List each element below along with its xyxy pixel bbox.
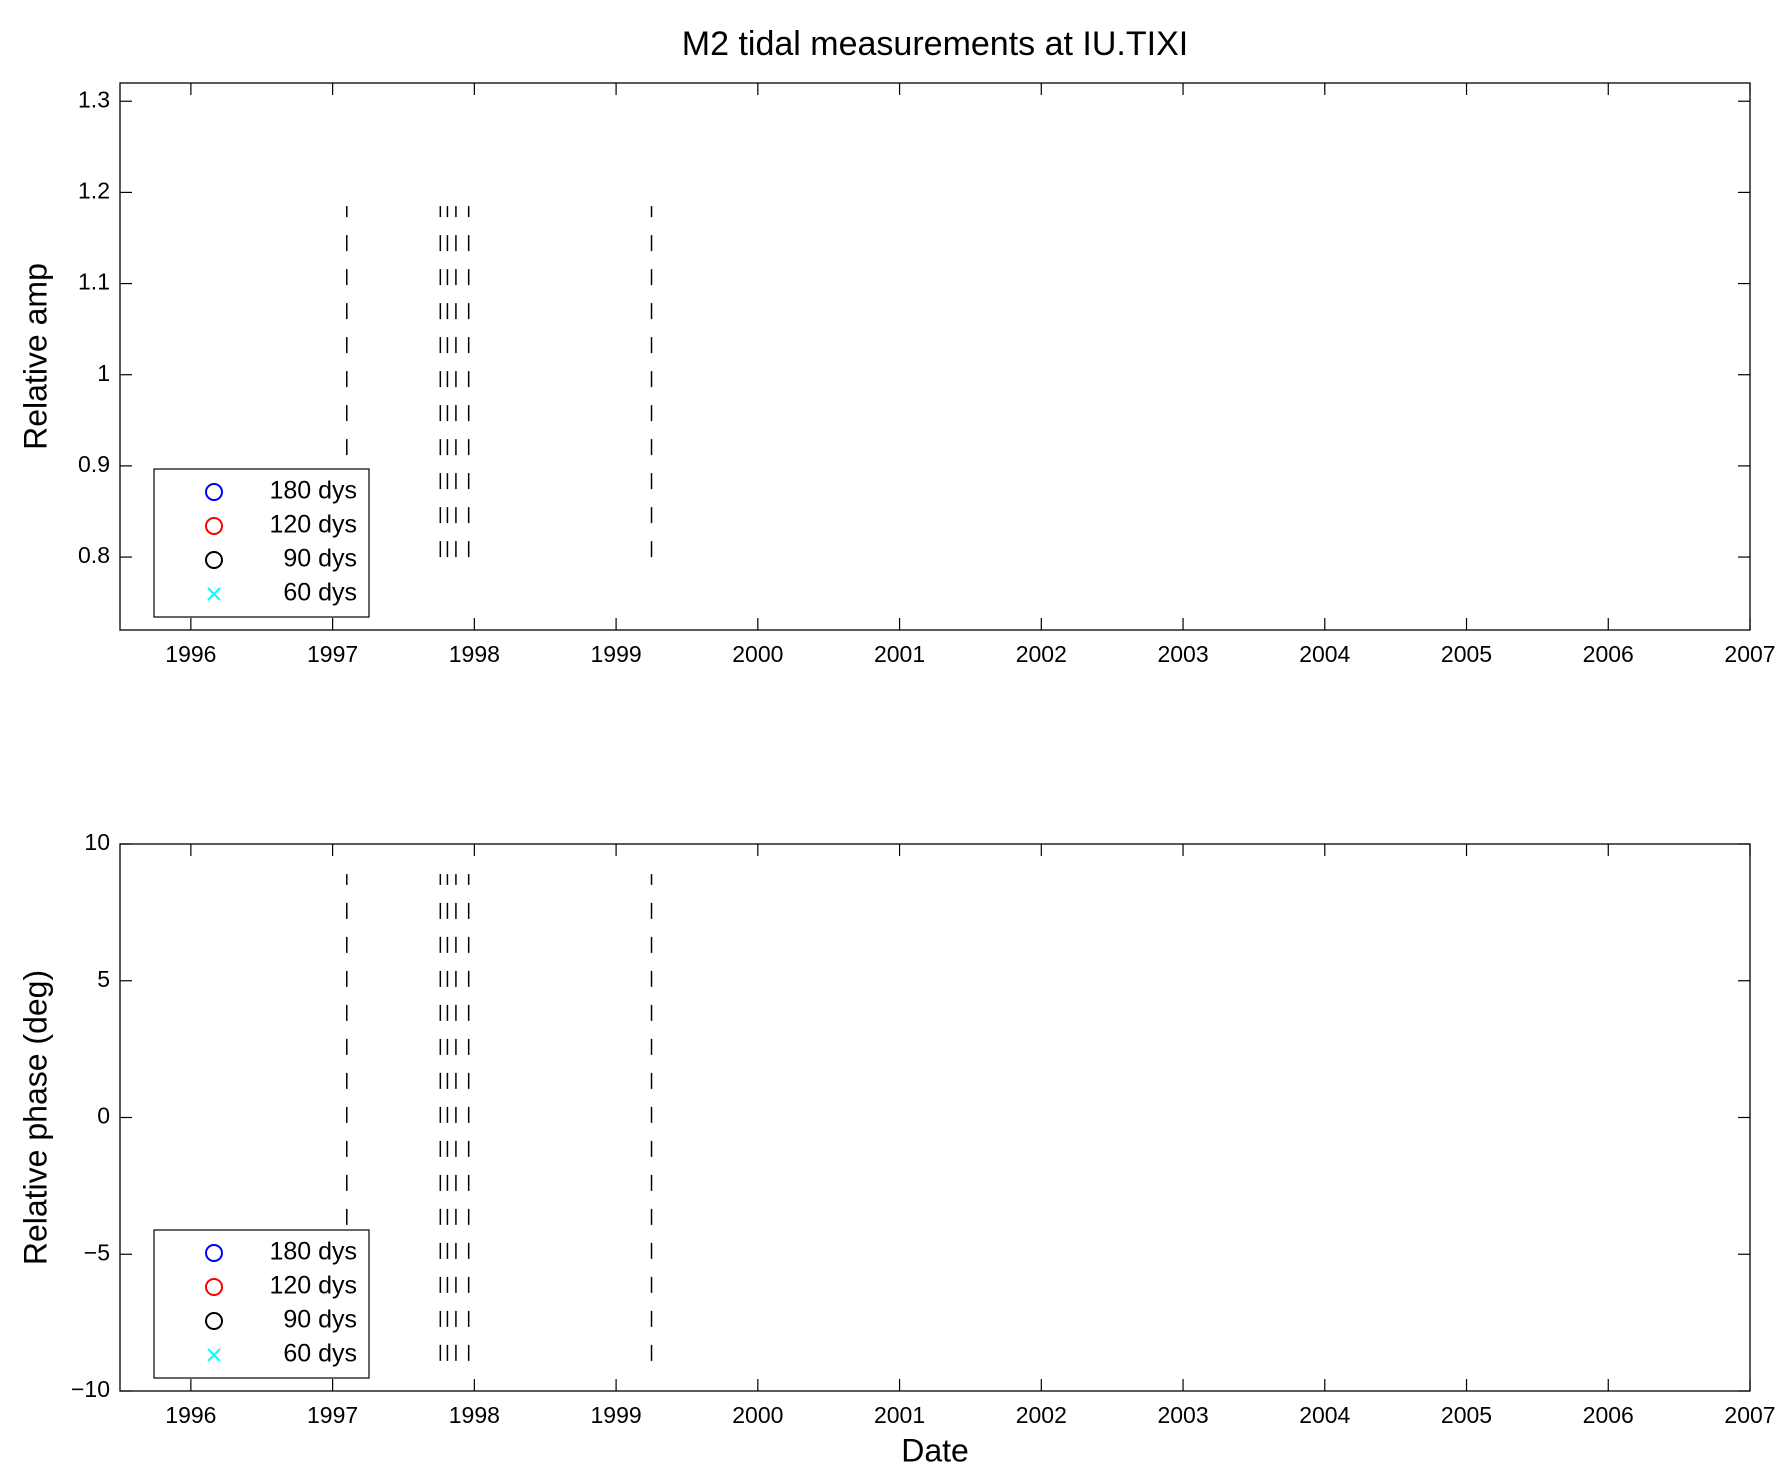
y-tick-label: 1.1 bbox=[78, 269, 110, 295]
x-tick-label: 2001 bbox=[874, 1402, 925, 1428]
x-tick-label: 2004 bbox=[1299, 641, 1350, 667]
x-tick-label: 2004 bbox=[1299, 1402, 1350, 1428]
legend-label: 120 dys bbox=[269, 1272, 357, 1300]
x-tick-label: 2005 bbox=[1441, 641, 1492, 667]
x-tick-label: 2003 bbox=[1157, 1402, 1208, 1428]
legend-marker bbox=[205, 517, 223, 535]
legend-marker bbox=[205, 483, 223, 501]
legend-label: 180 dys bbox=[269, 477, 357, 505]
x-tick-label: 2002 bbox=[1016, 641, 1067, 667]
x-tick-label: 2001 bbox=[874, 641, 925, 667]
y-tick-label: −5 bbox=[84, 1239, 110, 1265]
legend-marker bbox=[205, 1244, 223, 1262]
legend-marker bbox=[205, 551, 223, 569]
legend-marker bbox=[205, 1278, 223, 1296]
x-tick-label: 1998 bbox=[449, 1402, 500, 1428]
y-axis-label: Relative amp bbox=[17, 263, 53, 450]
legend-label: 180 dys bbox=[269, 1238, 357, 1266]
legend-marker bbox=[205, 1312, 223, 1330]
x-axis-label: Date bbox=[901, 1432, 969, 1468]
x-tick-label: 2007 bbox=[1724, 1402, 1775, 1428]
chart-title: M2 tidal measurements at IU.TIXI bbox=[682, 25, 1188, 63]
y-tick-label: 1.3 bbox=[78, 86, 110, 112]
legend-label: 90 dys bbox=[283, 1306, 357, 1334]
x-tick-label: 1996 bbox=[165, 1402, 216, 1428]
y-tick-label: −10 bbox=[71, 1376, 110, 1402]
x-tick-label: 2000 bbox=[732, 1402, 783, 1428]
x-tick-label: 1997 bbox=[307, 1402, 358, 1428]
legend-marker bbox=[207, 1348, 221, 1362]
legend-marker bbox=[207, 587, 221, 601]
y-tick-label: 5 bbox=[97, 966, 110, 992]
x-tick-label: 1998 bbox=[449, 641, 500, 667]
y-tick-label: 1 bbox=[97, 360, 110, 386]
x-tick-label: 1999 bbox=[591, 1402, 642, 1428]
y-tick-label: 10 bbox=[84, 829, 110, 855]
x-tick-label: 2005 bbox=[1441, 1402, 1492, 1428]
x-tick-label: 2003 bbox=[1157, 641, 1208, 667]
x-tick-label: 2000 bbox=[732, 641, 783, 667]
x-tick-label: 2002 bbox=[1016, 1402, 1067, 1428]
x-tick-label: 2006 bbox=[1583, 1402, 1634, 1428]
legend-box bbox=[153, 1229, 370, 1379]
x-tick-label: 1997 bbox=[307, 641, 358, 667]
legend-label: 120 dys bbox=[269, 511, 357, 539]
x-tick-label: 1999 bbox=[591, 641, 642, 667]
x-tick-label: 2006 bbox=[1583, 641, 1634, 667]
y-tick-label: 0 bbox=[97, 1103, 110, 1129]
y-tick-label: 0.9 bbox=[78, 451, 110, 477]
y-tick-label: 0.8 bbox=[78, 542, 110, 568]
y-tick-label: 1.2 bbox=[78, 177, 110, 203]
legend-label: 90 dys bbox=[283, 545, 357, 573]
legend-box bbox=[153, 468, 370, 618]
y-axis-label: Relative phase (deg) bbox=[17, 970, 53, 1265]
legend-label: 60 dys bbox=[283, 1340, 357, 1368]
plot-frame bbox=[119, 82, 1751, 631]
legend-label: 60 dys bbox=[283, 579, 357, 607]
x-tick-label: 2007 bbox=[1724, 641, 1775, 667]
x-tick-label: 1996 bbox=[165, 641, 216, 667]
